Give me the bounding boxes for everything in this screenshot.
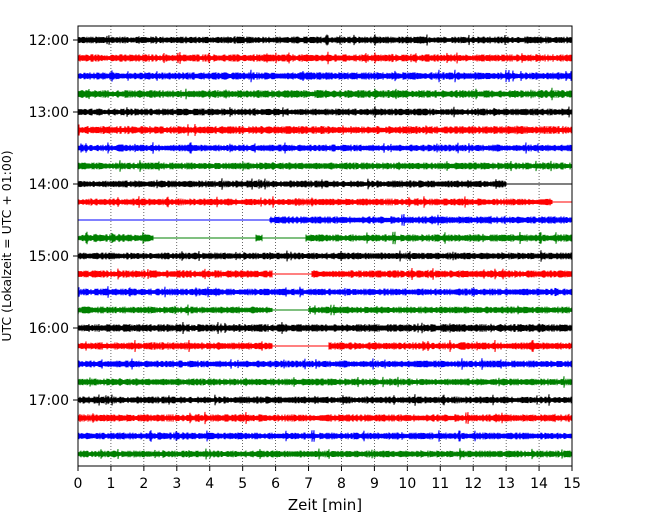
trace-signal xyxy=(77,160,573,172)
x-tick-label: 3 xyxy=(172,476,181,492)
trace-signal xyxy=(77,411,573,425)
trace-1500 xyxy=(77,250,573,262)
trace-signal xyxy=(77,69,573,83)
x-axis-ticks: 0 1 2 3 4 5 6 7 8 9 10 11 12 13 14 15 xyxy=(74,466,581,492)
trace-1400 xyxy=(77,178,572,190)
trace-1600 xyxy=(77,321,573,335)
trace-1715 xyxy=(77,411,573,425)
x-tick-label: 8 xyxy=(337,476,346,492)
trace-1345 xyxy=(77,160,573,172)
trace-signal xyxy=(77,304,573,316)
trace-1630 xyxy=(77,358,573,370)
x-tick-label: 0 xyxy=(74,476,83,492)
trace-signal xyxy=(77,376,573,388)
trace-signal xyxy=(77,34,573,46)
trace-signal xyxy=(77,51,573,65)
trace-signal xyxy=(77,178,507,190)
trace-1215 xyxy=(77,51,573,65)
trace-1700 xyxy=(77,394,573,406)
x-tick-label: 11 xyxy=(431,476,449,492)
trace-1330 xyxy=(77,142,573,154)
trace-1615 xyxy=(77,339,573,353)
y-tick-label: 13:00 xyxy=(29,105,69,121)
seismic-traces xyxy=(77,34,573,460)
x-tick-label: 9 xyxy=(370,476,379,492)
x-tick-label: 4 xyxy=(205,476,214,492)
x-tick-label: 14 xyxy=(530,476,548,492)
trace-signal xyxy=(77,106,573,118)
trace-1300 xyxy=(77,106,573,118)
plot-area xyxy=(78,26,572,466)
x-tick-label: 6 xyxy=(271,476,280,492)
trace-1445 xyxy=(77,231,573,245)
trace-signal xyxy=(77,196,553,208)
grid-lines xyxy=(110,26,540,466)
trace-signal xyxy=(77,394,573,406)
x-tick-label: 7 xyxy=(304,476,313,492)
trace-1730 xyxy=(77,430,573,442)
trace-signal xyxy=(77,286,573,298)
y-tick-label: 15:00 xyxy=(29,249,69,265)
trace-1515 xyxy=(77,267,573,281)
trace-signal xyxy=(77,142,573,154)
trace-1745 xyxy=(77,448,573,460)
plot-frame xyxy=(77,25,573,467)
x-tick-label: 12 xyxy=(464,476,482,492)
x-axis-label: Zeit [min] xyxy=(288,496,362,514)
trace-signal xyxy=(77,358,573,370)
y-tick-label: 17:00 xyxy=(29,393,69,409)
trace-1415 xyxy=(77,196,572,208)
x-tick-label: 15 xyxy=(563,476,581,492)
trace-1315 xyxy=(77,123,573,137)
trace-1230 xyxy=(77,69,573,83)
y-tick-label: 16:00 xyxy=(29,321,69,337)
trace-signal xyxy=(77,430,573,442)
y-axis-ticks: 12:00 13:00 14:00 15:00 16:00 17:00 xyxy=(29,33,78,409)
x-tick-label: 1 xyxy=(106,476,115,492)
trace-1530 xyxy=(77,286,573,298)
trace-signal xyxy=(77,87,573,101)
x-tick-label: 10 xyxy=(398,476,416,492)
trace-1245 xyxy=(77,87,573,101)
trace-signal xyxy=(77,231,573,245)
x-tick-label: 13 xyxy=(497,476,515,492)
trace-1645 xyxy=(77,376,573,388)
x-tick-label: 2 xyxy=(139,476,148,492)
trace-1545 xyxy=(77,304,573,316)
y-axis-label: UTC (Lokalzeit = UTC + 01:00) xyxy=(0,150,14,341)
x-tick-label: 5 xyxy=(238,476,247,492)
trace-signal xyxy=(77,448,573,460)
trace-signal xyxy=(77,321,573,335)
trace-signal xyxy=(77,339,573,353)
trace-1200 xyxy=(77,34,573,46)
trace-signal xyxy=(269,214,573,226)
y-tick-label: 14:00 xyxy=(29,177,69,193)
trace-signal xyxy=(77,123,573,137)
trace-1430 xyxy=(78,214,573,226)
trace-signal xyxy=(77,267,573,281)
trace-signal xyxy=(77,250,573,262)
y-tick-label: 12:00 xyxy=(29,33,69,49)
